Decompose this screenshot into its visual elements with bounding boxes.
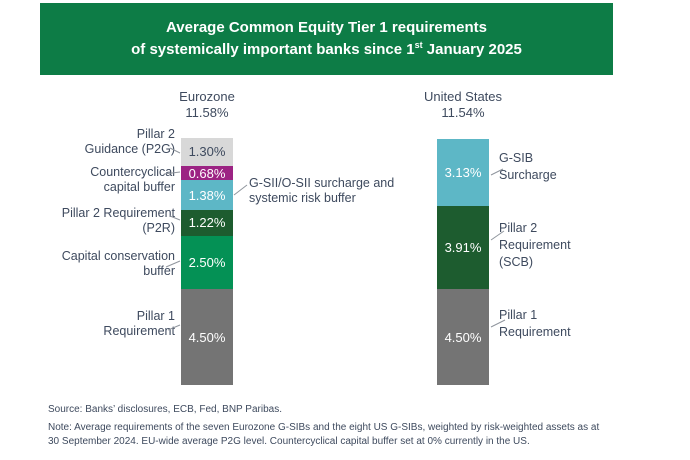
- chart-title-line2: of systemically important banks since 1s…: [131, 39, 522, 61]
- segment-us-pillar1: 4.50%: [437, 289, 489, 385]
- label-gsii-line2: systemic risk buffer: [249, 191, 356, 205]
- label-countercyclical-buffer: Countercyclical capital buffer: [27, 165, 175, 195]
- footer-note: Note: Average requirements of the seven …: [48, 421, 599, 449]
- segment-eu-p2r-value: 1.22%: [188, 215, 226, 231]
- segment-eu-pillar1-value: 4.50%: [188, 329, 226, 345]
- label-ccb-line2: buffer: [143, 264, 175, 278]
- label-gsib-surcharge: G-SIB Surcharge: [499, 150, 629, 184]
- united-states-stacked-bar: 3.13% 3.91% 4.50%: [437, 138, 489, 385]
- footer-note-line2: 30 September 2024. EU-wide average P2G l…: [48, 436, 530, 447]
- segment-us-pillar1-value: 4.50%: [444, 329, 482, 345]
- united-states-total: 11.54%: [441, 105, 485, 121]
- footer-source: Source: Banks’ disclosures, ECB, Fed, BN…: [48, 404, 282, 415]
- segment-us-scb-value: 3.91%: [444, 239, 482, 255]
- segment-eu-capital-conservation-buffer: 2.50%: [181, 235, 233, 289]
- chart-title-line1: Average Common Equity Tier 1 requirement…: [166, 19, 487, 37]
- segment-us-scb: 3.91%: [437, 205, 489, 289]
- segment-eu-countercyclical-buffer-value: 0.68%: [188, 165, 226, 181]
- label-p2r-line2: (P2R): [142, 221, 175, 235]
- label-p2r-line1: Pillar 2 Requirement: [61, 206, 175, 220]
- segment-eu-gsii-osii-surcharge-value: 1.38%: [188, 187, 226, 203]
- united-states-name: United States: [423, 89, 503, 104]
- segment-eu-gsii-osii-surcharge: 1.38%: [181, 180, 233, 210]
- chart-title-line2-pre: of systemically important banks since 1: [131, 41, 415, 58]
- label-us-pillar1-line2: Requirement: [499, 325, 571, 339]
- label-p2g: Pillar 2 Guidance (P2G): [27, 127, 175, 157]
- united-states-header: United States 11.54%: [403, 89, 523, 122]
- footer-note-line1: Note: Average requirements of the seven …: [48, 422, 600, 433]
- label-countercyclical-line2: capital buffer: [103, 180, 175, 194]
- segment-eu-capital-conservation-buffer-value: 2.50%: [188, 254, 226, 270]
- label-us-pillar1: Pillar 1 Requirement: [499, 307, 629, 341]
- label-p2g-line1: Pillar 2: [136, 127, 175, 141]
- label-countercyclical-line1: Countercyclical: [90, 165, 175, 179]
- eurozone-header: Eurozone 11.58%: [147, 89, 267, 122]
- eurozone-total: 11.58%: [185, 105, 229, 121]
- label-gsib-line1: G-SIB: [499, 151, 534, 165]
- segment-eu-countercyclical-buffer: 0.68%: [181, 165, 233, 181]
- segment-us-gsib-surcharge-value: 3.13%: [444, 164, 482, 180]
- label-capital-conservation-buffer: Capital conservation buffer: [27, 249, 175, 279]
- segment-us-gsib-surcharge: 3.13%: [437, 138, 489, 206]
- label-scb-line2: Requirement: [499, 238, 571, 252]
- segment-eu-p2g: 1.30%: [181, 138, 233, 166]
- label-us-pillar1-line1: Pillar 1: [499, 308, 538, 322]
- eurozone-name: Eurozone: [179, 89, 235, 104]
- label-p2g-line2: Guidance (P2G): [84, 142, 175, 156]
- label-scb-line1: Pillar 2: [499, 221, 538, 235]
- label-scb: Pillar 2 Requirement (SCB): [499, 220, 629, 271]
- label-eu-pillar1: Pillar 1 Requirement: [27, 309, 175, 339]
- segment-eu-p2g-value: 1.30%: [188, 144, 226, 160]
- title-banner: Average Common Equity Tier 1 requirement…: [40, 3, 613, 75]
- label-gsii-osii-surcharge: G-SII/O-SII surcharge and systemic risk …: [249, 176, 429, 206]
- label-eu-pillar1-line2: Requirement: [103, 324, 175, 338]
- label-gsii-line1: G-SII/O-SII surcharge and: [249, 176, 395, 190]
- segment-eu-pillar1: 4.50%: [181, 289, 233, 385]
- segment-eu-p2r: 1.22%: [181, 209, 233, 236]
- chart-title-line2-post: January 2025: [422, 41, 522, 58]
- label-p2r: Pillar 2 Requirement (P2R): [27, 206, 175, 236]
- label-ccb-line1: Capital conservation: [61, 249, 175, 263]
- leader-line-gsii: [233, 184, 248, 196]
- eurozone-stacked-bar: 1.30% 0.68% 1.38% 1.22% 2.50% 4.50%: [181, 138, 233, 385]
- label-gsib-line2: Surcharge: [499, 168, 557, 182]
- chart-title-superscript: st: [414, 40, 423, 50]
- label-scb-line3: (SCB): [499, 255, 534, 269]
- label-eu-pillar1-line1: Pillar 1: [136, 309, 175, 323]
